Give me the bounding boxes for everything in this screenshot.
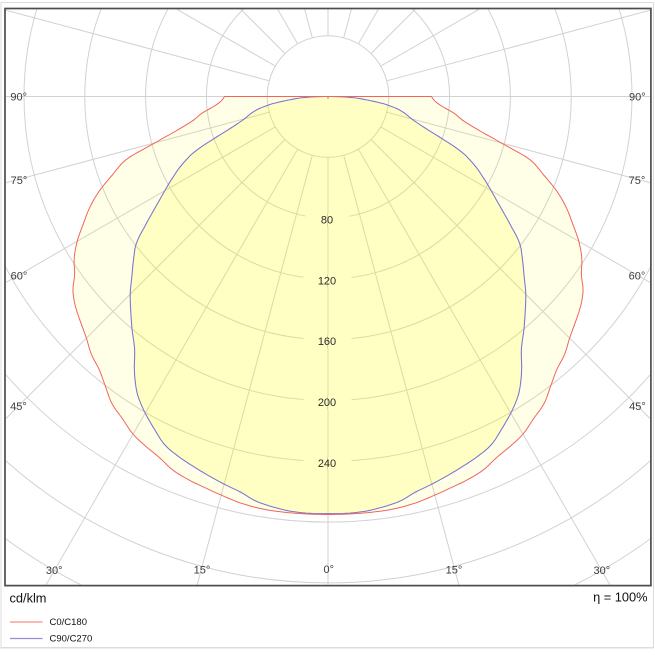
- svg-text:240: 240: [318, 458, 336, 470]
- svg-text:30°: 30°: [46, 565, 63, 577]
- svg-text:0°: 0°: [324, 564, 335, 576]
- svg-text:C0/C180: C0/C180: [50, 617, 88, 628]
- svg-text:cd/klm: cd/klm: [10, 591, 47, 606]
- svg-text:C90/C270: C90/C270: [50, 634, 93, 645]
- svg-text:120: 120: [318, 275, 336, 287]
- svg-text:75°: 75°: [629, 175, 646, 187]
- svg-text:60°: 60°: [629, 271, 646, 283]
- svg-text:90°: 90°: [629, 92, 646, 104]
- svg-text:60°: 60°: [11, 271, 28, 283]
- svg-text:45°: 45°: [629, 401, 646, 413]
- svg-text:200: 200: [318, 397, 336, 409]
- svg-text:15°: 15°: [194, 565, 211, 577]
- svg-text:160: 160: [318, 336, 336, 348]
- svg-text:30°: 30°: [593, 565, 610, 577]
- svg-text:15°: 15°: [446, 565, 463, 577]
- svg-text:90°: 90°: [10, 92, 27, 104]
- svg-text:η = 100%: η = 100%: [593, 590, 647, 605]
- svg-text:45°: 45°: [10, 401, 27, 413]
- svg-text:80: 80: [321, 215, 333, 227]
- svg-text:75°: 75°: [11, 175, 28, 187]
